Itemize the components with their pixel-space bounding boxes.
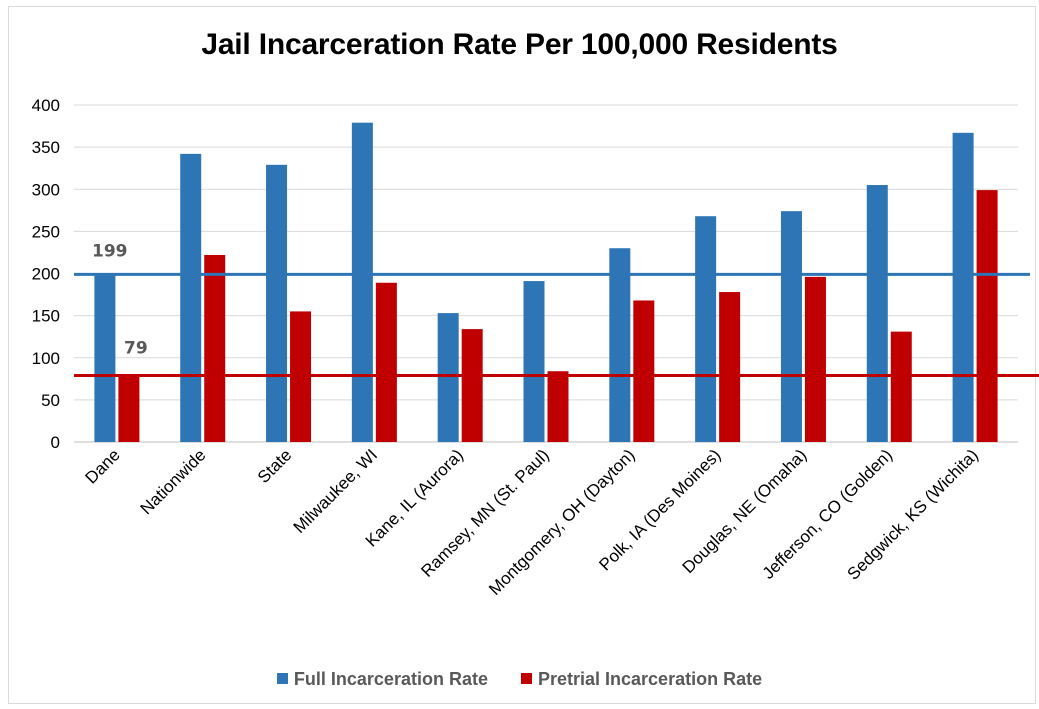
y-tick-label-100: 100	[32, 349, 60, 368]
bar-pretrial-9	[890, 331, 912, 442]
legend-swatch-pretrial	[520, 672, 532, 684]
y-tick-label-150: 150	[32, 307, 60, 326]
legend-swatch-full	[276, 672, 288, 684]
y-tick-label-300: 300	[32, 180, 60, 199]
chart-title: Jail Incarceration Rate Per 100,000 Resi…	[201, 28, 838, 61]
x-tick-label-3: Milwaukee, WI	[290, 445, 382, 537]
bar-full-1	[180, 153, 202, 443]
bar-full-10	[952, 132, 974, 443]
y-tick-label-400: 400	[32, 96, 60, 115]
bar-pretrial-7	[719, 292, 741, 442]
bar-full-4	[437, 313, 459, 442]
bar-full-6	[609, 248, 631, 442]
bar-full-2	[266, 164, 288, 442]
bar-pretrial-6	[633, 300, 655, 442]
legend-item-full: Full Incarceration Rate	[276, 668, 488, 690]
bar-pretrial-1	[204, 254, 226, 442]
bar-pretrial-5	[547, 371, 569, 442]
legend-label-full: Full Incarceration Rate	[293, 668, 488, 689]
legend-label-pretrial: Pretrial Incarceration Rate	[537, 668, 763, 689]
reference-label-199: 199	[92, 241, 128, 261]
bar-pretrial-3	[375, 282, 397, 442]
bar-pretrial-10	[976, 190, 998, 442]
bar-full-3	[351, 122, 373, 442]
bar-pretrial-8	[804, 276, 826, 442]
y-tick-label-200: 200	[32, 265, 60, 284]
bar-full-8	[780, 211, 802, 442]
bar-full-7	[695, 216, 717, 442]
reference-label-79: 79	[124, 338, 148, 358]
bar-full-5	[523, 281, 545, 442]
x-tick-label-6: Montgomery, OH (Dayton)	[485, 445, 638, 598]
bar-full-0	[94, 274, 116, 442]
legend-item-pretrial: Pretrial Incarceration Rate	[520, 668, 763, 690]
bar-pretrial-0	[118, 375, 140, 442]
x-tick-label-0: Dane	[82, 445, 124, 487]
x-tick-label-1: Nationwide	[137, 445, 210, 518]
y-tick-label-50: 50	[41, 391, 60, 410]
y-tick-label-350: 350	[32, 138, 60, 157]
y-tick-label-0: 0	[51, 433, 60, 452]
y-tick-label-250: 250	[32, 222, 60, 241]
chart-frame	[8, 6, 1036, 704]
legend: Full Incarceration Rate Pretrial Incarce…	[0, 668, 1039, 690]
bar-pretrial-4	[461, 329, 483, 442]
x-tick-label-2: State	[254, 445, 296, 487]
bar-full-9	[866, 185, 888, 442]
